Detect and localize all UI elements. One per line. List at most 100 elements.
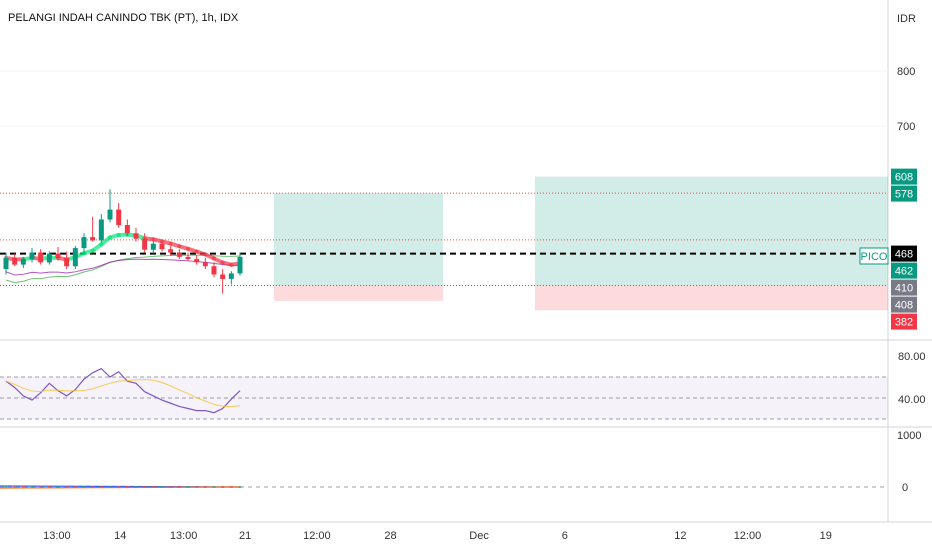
position-target-zone[interactable] <box>274 193 443 286</box>
macd-tick-label: 0 <box>902 482 908 494</box>
price-label-box[interactable] <box>891 313 917 330</box>
candle-body <box>194 259 200 263</box>
macd-histogram-bar <box>108 486 112 488</box>
macd-histogram-bar <box>134 486 138 488</box>
candle-body <box>72 248 78 267</box>
macd-histogram-bar <box>186 486 190 488</box>
position-stop-zone[interactable] <box>274 285 443 301</box>
macd-histogram-bar <box>65 486 69 488</box>
time-tick-label: 13:00 <box>170 530 198 542</box>
candle-body <box>64 258 70 267</box>
candle-body <box>116 209 122 225</box>
macd-histogram-bar <box>203 486 207 488</box>
time-tick-label: 28 <box>384 530 396 542</box>
time-tick-label: Dec <box>469 530 489 542</box>
candle-body <box>133 233 139 239</box>
time-tick-label: 21 <box>239 530 251 542</box>
candle-body <box>29 252 35 260</box>
price-label-box[interactable] <box>891 168 917 185</box>
position-boxes[interactable] <box>274 176 888 311</box>
candle-body <box>12 258 18 265</box>
price-label: 468 <box>895 249 913 261</box>
macd-histogram-bar <box>229 486 233 488</box>
rsi-tick-label: 80.00 <box>898 351 926 363</box>
price-label: 608 <box>895 172 913 184</box>
macd-histogram-bar <box>39 486 43 488</box>
price-label: 410 <box>895 283 913 295</box>
candle-body <box>107 209 113 220</box>
candle-body <box>3 258 9 269</box>
macd-histogram-bar <box>73 486 77 488</box>
price-label: 578 <box>895 189 913 201</box>
macd-histogram-bar <box>238 486 242 488</box>
macd-histogram-bar <box>56 486 60 488</box>
candle-body <box>98 219 104 241</box>
position-stop-zone[interactable] <box>535 285 888 311</box>
price-axis[interactable]: 800 700 608 578 468 462 410 408 382 PICO 80.00 40.0… <box>859 66 926 494</box>
candle-body <box>228 273 234 279</box>
price-tick-label: 800 <box>897 66 915 78</box>
rsi-signal-line <box>5 378 241 408</box>
macd-histogram-bar <box>99 486 103 488</box>
macd-histogram-bar <box>4 486 8 488</box>
macd-histogram-bar <box>30 486 34 488</box>
macd-histogram-bar <box>143 486 147 488</box>
symbol-tag-box[interactable] <box>859 247 889 265</box>
position-target-zone[interactable] <box>535 176 888 286</box>
candle-body <box>168 249 174 253</box>
symbol-tag: PICO <box>861 251 888 263</box>
candle-body <box>211 266 217 275</box>
candle-body <box>124 225 130 234</box>
candle-body <box>176 252 182 257</box>
price-label-box[interactable] <box>891 262 917 279</box>
price-label: 408 <box>895 300 913 312</box>
candle-body <box>81 237 87 249</box>
chart-title: PELANGI INDAH CANINDO TBK (PT), 1h, IDX <box>8 12 239 24</box>
grid <box>0 0 932 523</box>
price-label-box[interactable] <box>891 185 917 202</box>
price-label-box[interactable] <box>891 245 917 262</box>
price-label: 462 <box>895 266 913 278</box>
price-label-box[interactable] <box>891 279 917 296</box>
candle-body <box>55 253 61 258</box>
time-axis[interactable]: 13:00 14 13:00 21 12:00 28 Dec 6 12 12:00 19 <box>43 530 832 542</box>
macd-histogram-bar <box>47 486 51 488</box>
macd-histogram-bar <box>221 486 225 488</box>
macd-histogram-bar <box>169 486 173 488</box>
macd-histogram-bar <box>177 486 181 488</box>
macd-histogram-bar <box>125 486 129 488</box>
macd-histogram-bar <box>151 486 155 488</box>
time-tick-label: 14 <box>114 530 126 542</box>
time-tick-label: 12 <box>674 530 686 542</box>
sma-line <box>5 254 241 284</box>
macd-histogram-bar <box>91 486 95 488</box>
price-label-box[interactable] <box>891 296 917 313</box>
candle-body <box>46 253 52 263</box>
candle-body <box>220 274 226 279</box>
candle-body <box>150 243 156 250</box>
price-label: 382 <box>895 317 913 329</box>
candle-body <box>90 237 96 241</box>
time-tick-label: 13:00 <box>43 530 71 542</box>
time-tick-label: 6 <box>562 530 568 542</box>
time-tick-label: 19 <box>820 530 832 542</box>
currency-label: IDR <box>897 13 916 25</box>
candle-body <box>142 238 148 250</box>
macd-histogram-bar <box>13 486 17 488</box>
macd-histogram-bar <box>212 486 216 488</box>
macd-tick-label: 1000 <box>897 430 921 442</box>
macd-histogram-bar <box>160 486 164 488</box>
candle-body <box>202 262 208 267</box>
candle-body <box>20 259 26 265</box>
candles <box>3 189 243 294</box>
price-tick-label: 700 <box>897 121 915 133</box>
rsi-tick-label: 40.00 <box>898 394 926 406</box>
macd-histogram-bar <box>195 486 199 488</box>
macd-histogram-bar <box>82 486 86 488</box>
sma-long-line <box>5 258 241 276</box>
time-tick-label: 12:00 <box>303 530 331 542</box>
macd-pane <box>0 485 888 489</box>
macd-histogram-bar <box>117 486 121 488</box>
candle-body <box>237 256 243 274</box>
